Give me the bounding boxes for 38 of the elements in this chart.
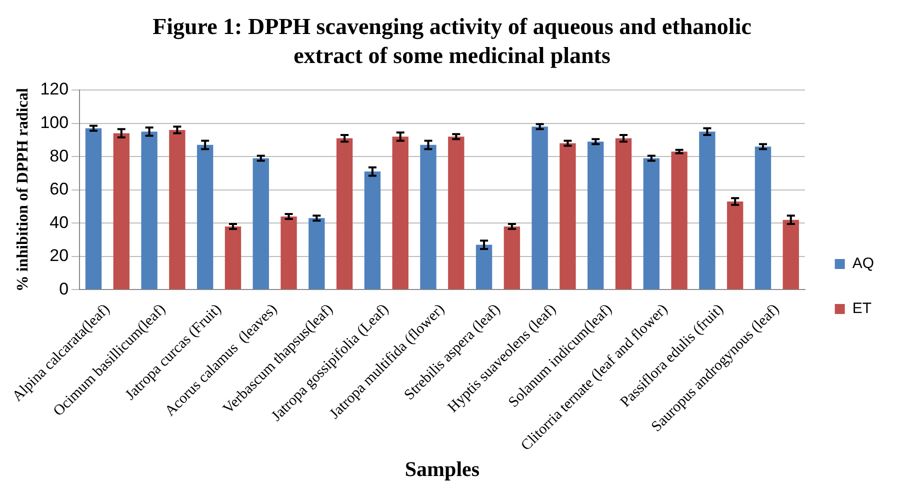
bar	[782, 220, 799, 290]
bar	[364, 172, 381, 290]
bar	[699, 132, 716, 290]
bar	[448, 136, 464, 290]
y-tick-label: 100	[40, 112, 69, 132]
legend-label: AQ	[852, 255, 874, 272]
bar	[280, 216, 297, 290]
y-tick-label: 60	[50, 180, 69, 199]
bar	[85, 128, 102, 290]
bar	[588, 142, 604, 290]
bar	[169, 130, 186, 290]
bar	[643, 158, 660, 290]
bar	[308, 218, 325, 290]
y-tick-label: 20	[50, 246, 69, 266]
y-tick-label: 80	[50, 146, 69, 166]
bar	[420, 144, 436, 290]
y-axis-title: % inhibition of DPPH radical	[14, 88, 32, 292]
chart-title: Figure 1: DPPH scavenging activity of aqueous and ethanolic extract of some medicinal plants	[152, 13, 752, 70]
bar	[560, 143, 576, 290]
bar	[532, 126, 548, 290]
bar	[336, 138, 353, 290]
x-axis-title: Samples	[404, 456, 480, 481]
bar	[113, 133, 130, 290]
bar	[671, 152, 688, 290]
bar	[197, 144, 214, 290]
bar	[615, 138, 632, 290]
bar	[504, 226, 520, 290]
bar	[727, 202, 744, 290]
bar	[252, 158, 269, 290]
bar	[224, 226, 242, 290]
legend-label: ET	[852, 300, 872, 318]
y-tick-label: 0	[59, 279, 69, 298]
bar	[392, 136, 408, 290]
bar	[476, 244, 492, 290]
y-tick-label: 120	[40, 80, 69, 99]
bar	[754, 146, 772, 290]
bar	[141, 132, 158, 290]
y-tick-label: 40	[50, 212, 69, 232]
